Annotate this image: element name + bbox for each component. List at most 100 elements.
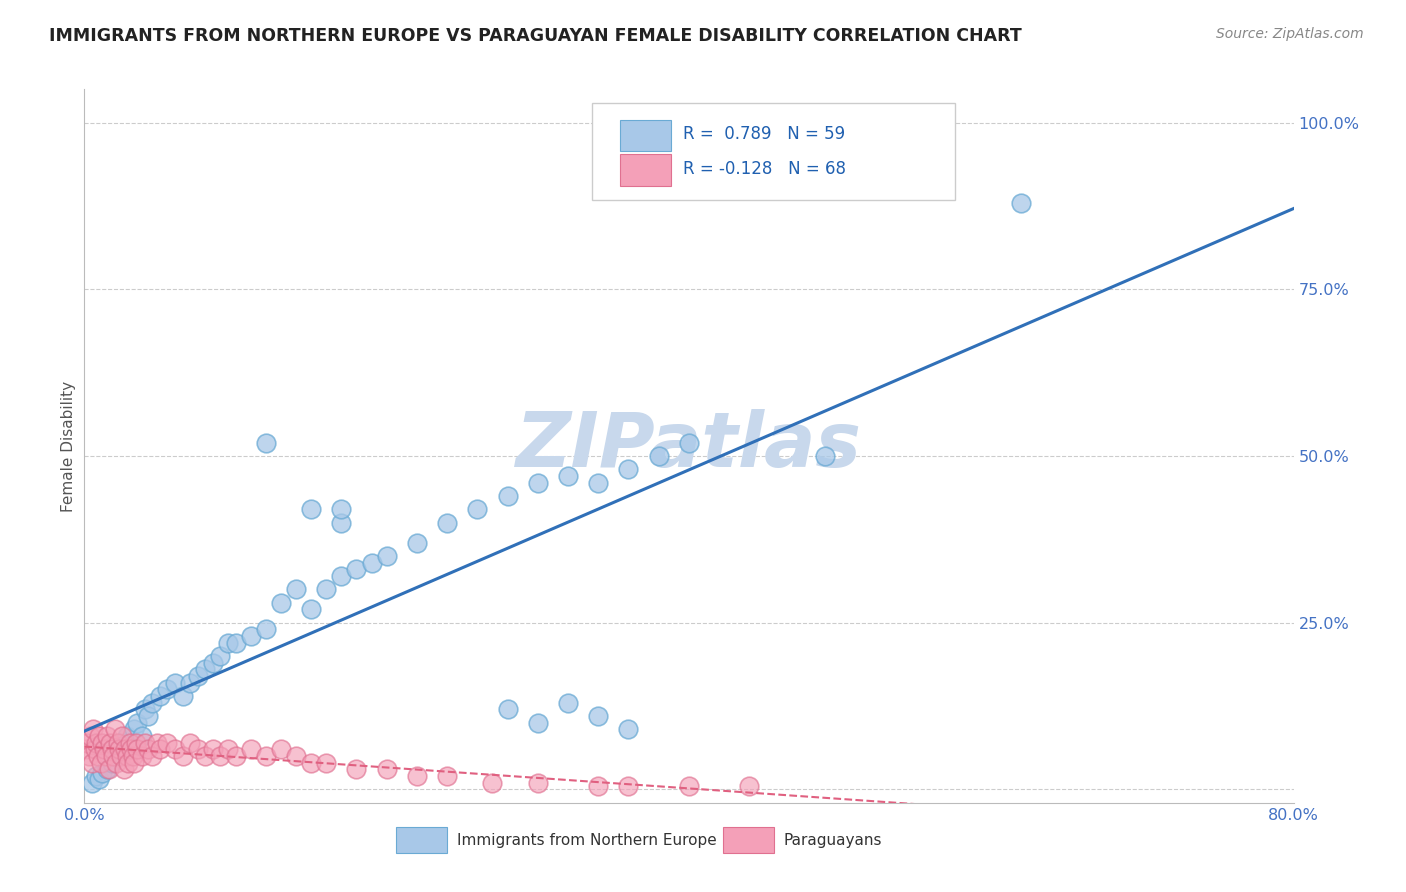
Point [299,756,322,770]
Point [187,742,209,756]
Point [76,736,98,750]
FancyBboxPatch shape [396,827,447,853]
Point [82,723,104,737]
Point [254,749,277,764]
Point [201,742,224,756]
Point [86,736,108,750]
Point [496,702,519,716]
Y-axis label: Female Disability: Female Disability [60,380,76,512]
Point [527,776,550,790]
Point [588,475,610,490]
Point [436,769,458,783]
Point [165,742,187,756]
Point [217,636,239,650]
Point [315,756,337,770]
Point [557,696,579,710]
Point [136,742,159,756]
Text: Immigrants from Northern Europe: Immigrants from Northern Europe [457,833,717,848]
Point [346,562,368,576]
Point [91,765,114,780]
Point [187,669,209,683]
Point [111,729,134,743]
Point [93,742,115,756]
Point [172,749,194,764]
Point [91,736,114,750]
Text: R = -0.128   N = 68: R = -0.128 N = 68 [683,161,846,178]
Point [527,475,550,490]
Point [120,742,142,756]
Point [121,749,143,764]
FancyBboxPatch shape [620,120,671,152]
Point [678,779,700,793]
Point [110,749,132,764]
Point [117,756,139,770]
Point [225,636,247,650]
Point [588,779,610,793]
Point [527,715,550,730]
Point [738,779,761,793]
Point [346,763,368,777]
Point [270,596,292,610]
Point [172,689,194,703]
Point [330,569,353,583]
Point [134,736,156,750]
Point [156,736,179,750]
Point [141,696,163,710]
Point [127,715,149,730]
Point [105,756,128,770]
Point [436,516,458,530]
Point [254,623,277,637]
Point [617,462,640,476]
Point [79,729,101,743]
Point [254,435,277,450]
Point [77,749,100,764]
Point [80,756,103,770]
Point [80,776,103,790]
Point [194,662,217,676]
Point [1011,195,1033,210]
FancyBboxPatch shape [620,154,671,186]
Point [285,749,308,764]
Point [90,756,112,770]
Point [122,723,145,737]
Point [98,736,121,750]
Point [330,502,353,516]
Point [315,582,337,597]
Point [285,582,308,597]
Point [112,763,135,777]
Point [94,749,117,764]
Point [101,749,124,764]
Point [131,729,153,743]
Point [217,742,239,756]
Point [194,749,217,764]
FancyBboxPatch shape [592,103,955,200]
Text: IMMIGRANTS FROM NORTHERN EUROPE VS PARAGUAYAN FEMALE DISABILITY CORRELATION CHAR: IMMIGRANTS FROM NORTHERN EUROPE VS PARAG… [49,27,1022,45]
Point [678,435,700,450]
Point [179,675,201,690]
Point [96,763,118,777]
Point [209,749,232,764]
Point [111,736,134,750]
Point [108,742,131,756]
Point [557,469,579,483]
Point [89,729,111,743]
Point [165,675,187,690]
Point [104,749,127,764]
Point [481,776,503,790]
Point [617,779,640,793]
Point [270,742,292,756]
Point [87,749,110,764]
FancyBboxPatch shape [723,827,773,853]
Point [360,556,382,570]
Point [122,756,145,770]
Point [114,742,136,756]
Point [84,742,107,756]
Point [141,749,163,764]
Point [131,749,153,764]
Point [496,489,519,503]
Point [104,723,127,737]
Text: Source: ZipAtlas.com: Source: ZipAtlas.com [1216,27,1364,41]
Point [299,602,322,616]
Point [96,729,118,743]
Point [299,502,322,516]
